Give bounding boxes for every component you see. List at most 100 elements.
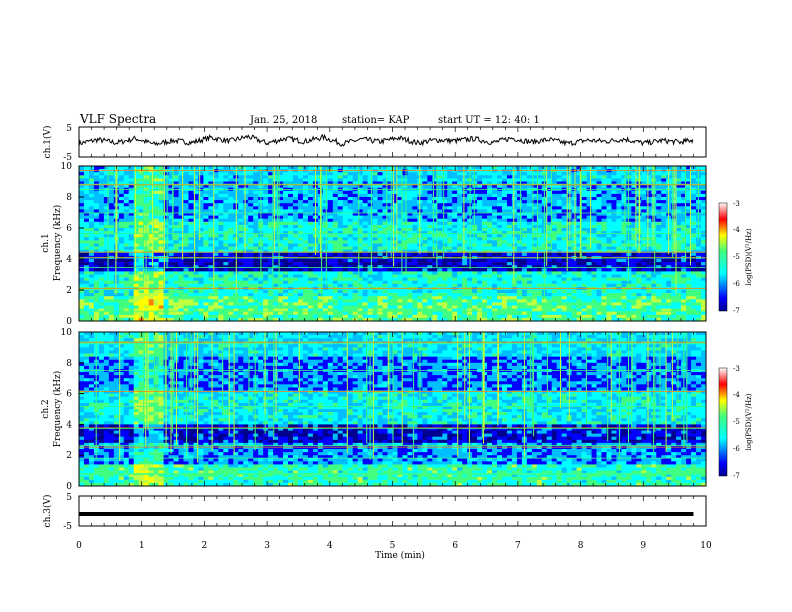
spectrogram-cell	[173, 271, 179, 275]
spectrogram-cell	[412, 209, 418, 213]
spectrogram-cell	[238, 265, 244, 269]
spectrogram-cell	[253, 178, 259, 182]
spectrogram-cell	[482, 172, 488, 176]
spectrogram-cell	[516, 243, 523, 247]
spectrogram-cell	[93, 175, 100, 179]
spectrogram-cell	[397, 190, 403, 195]
spectrogram-cell	[546, 197, 553, 201]
spectrogram-cell	[561, 169, 567, 173]
spectrogram-cell	[138, 172, 144, 176]
spectrogram-cell	[661, 231, 667, 235]
spectrogram-cell	[681, 206, 687, 210]
spectrogram-cell	[108, 221, 115, 226]
spectrogram-cell	[497, 228, 503, 232]
spectrogram-cell	[591, 228, 597, 232]
spectrogram-cell	[656, 193, 662, 198]
spectrogram-cell	[691, 268, 697, 272]
spectrogram-cell	[347, 215, 353, 219]
spectrogram-cell	[566, 228, 572, 232]
spectrogram-cell	[442, 246, 448, 250]
spectrogram-cell	[292, 215, 299, 219]
spectrogram-cell	[193, 200, 199, 204]
spectrogram-cell	[228, 184, 234, 188]
spectrogram-cell	[88, 181, 95, 185]
spectrogram-cell	[492, 231, 498, 235]
spectrogram-cell	[586, 221, 592, 226]
spectrogram-cell	[297, 184, 304, 188]
spectrogram-cell	[283, 172, 289, 176]
spectrogram-cell	[263, 169, 269, 173]
spectrogram-cell	[278, 277, 284, 281]
spectrogram-cell	[387, 277, 393, 281]
spectrogram-cell	[611, 193, 617, 198]
spectrogram-cell	[377, 237, 383, 241]
spectrogram-cell	[273, 224, 279, 229]
spectrogram-cell	[243, 249, 249, 254]
spectrogram-cell	[377, 193, 383, 198]
spectrogram-cell	[153, 277, 159, 281]
spectrogram-cell	[412, 262, 418, 266]
spectrogram-cell	[93, 197, 100, 201]
spectrogram-cell	[661, 184, 667, 188]
spectrogram-cell	[148, 280, 154, 285]
spectrogram-cell	[546, 268, 553, 272]
spectrogram-cell	[357, 221, 363, 226]
spectrogram-cell	[432, 262, 438, 266]
spectrogram-cell	[526, 203, 533, 207]
spectrogram-cell	[551, 265, 558, 269]
spectrogram-cell	[307, 234, 314, 238]
spectrogram-cell	[546, 237, 553, 241]
spectrogram-cell	[79, 197, 85, 201]
spectrogram-cell	[268, 184, 274, 188]
spectrogram-cell	[561, 246, 567, 250]
spectrogram-cell	[432, 249, 438, 254]
spectrogram-cell	[487, 190, 493, 195]
spectrogram-cell	[601, 277, 607, 281]
spectrogram-cell	[601, 166, 607, 170]
spectrogram-cell	[492, 203, 498, 207]
spectrogram-cell	[268, 237, 274, 241]
spectrogram-cell	[631, 262, 637, 266]
spectrogram-cell	[382, 280, 388, 285]
spectrogram-cell	[297, 200, 304, 204]
spectrogram-cell	[278, 259, 284, 263]
spectrogram-cell	[452, 221, 458, 226]
spectrogram-cell	[297, 193, 304, 198]
spectrogram-cell	[223, 243, 229, 247]
spectrogram-cell	[397, 169, 403, 173]
spectrogram-cell	[342, 172, 349, 176]
spectrogram-cell	[646, 200, 652, 204]
spectrogram-cell	[148, 271, 154, 275]
spectrogram-cell	[407, 212, 413, 216]
spectrogram-cell	[696, 240, 702, 244]
spectrogram-cell	[138, 252, 144, 257]
spectrogram-cell	[253, 265, 259, 269]
spectrogram-cell	[273, 274, 279, 278]
spectrogram-cell	[477, 228, 483, 232]
spectrogram-cell	[268, 172, 274, 176]
spectrogram-cell	[133, 221, 140, 226]
spectrogram-cell	[497, 206, 503, 210]
spectrogram-cell	[616, 184, 622, 188]
spectrogram-cell	[183, 280, 189, 285]
spectrogram-cell	[218, 243, 224, 247]
spectrogram-cell	[362, 175, 368, 179]
spectrogram-cell	[372, 221, 378, 226]
spectrogram-cell	[646, 206, 652, 210]
spectrogram-cell	[586, 277, 592, 281]
spectrogram-cell	[292, 206, 299, 210]
spectrogram-cell	[646, 228, 652, 232]
spectrogram-cell	[183, 203, 189, 207]
spectrogram-cell	[292, 218, 299, 223]
spectrogram-cell	[686, 175, 692, 179]
spectrogram-cell	[283, 166, 289, 170]
spectrogram-cell	[188, 166, 194, 170]
spectrogram-cell	[108, 212, 115, 216]
spectrogram-cell	[163, 193, 169, 198]
spectrogram-cell	[258, 283, 264, 288]
spectrogram-cell	[581, 172, 587, 176]
spectrogram-cell	[223, 268, 229, 272]
spectrogram-cell	[417, 268, 423, 272]
spectrogram-cell	[372, 249, 378, 254]
spectrogram-cell	[93, 231, 100, 235]
